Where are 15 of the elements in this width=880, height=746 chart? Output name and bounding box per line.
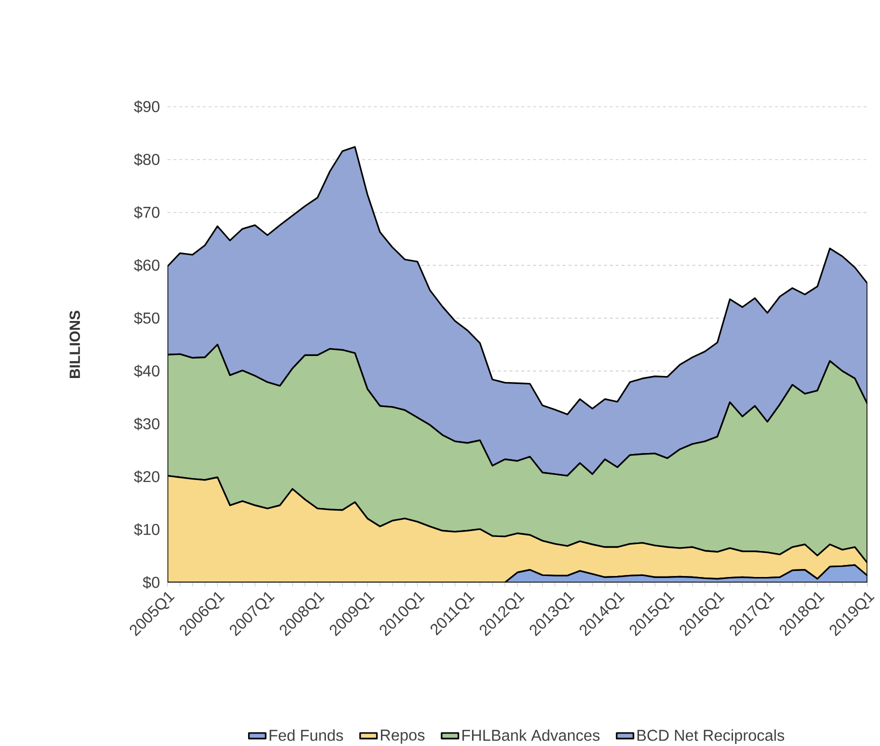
y-tick-label: $30 (134, 417, 160, 430)
y-tick-label: $60 (134, 258, 160, 272)
y-tick-label: $80 (134, 153, 160, 166)
legend-label: Fed Funds (270, 729, 343, 741)
y-tick-label: $90 (134, 100, 160, 114)
legend-label: Repos (380, 730, 425, 744)
y-axis-title: BILLIONS (70, 310, 80, 378)
y-tick-label: $70 (134, 206, 160, 219)
legend-label: BCD Net Reciprocals (637, 729, 784, 744)
legend-label: FHLBank Advances (462, 729, 600, 741)
y-tick-label: $10 (134, 523, 160, 536)
y-tick-label: $40 (134, 364, 160, 378)
y-tick-label: $20 (134, 470, 160, 484)
y-tick-label: $0 (142, 576, 160, 589)
y-tick-label: $50 (134, 312, 160, 324)
